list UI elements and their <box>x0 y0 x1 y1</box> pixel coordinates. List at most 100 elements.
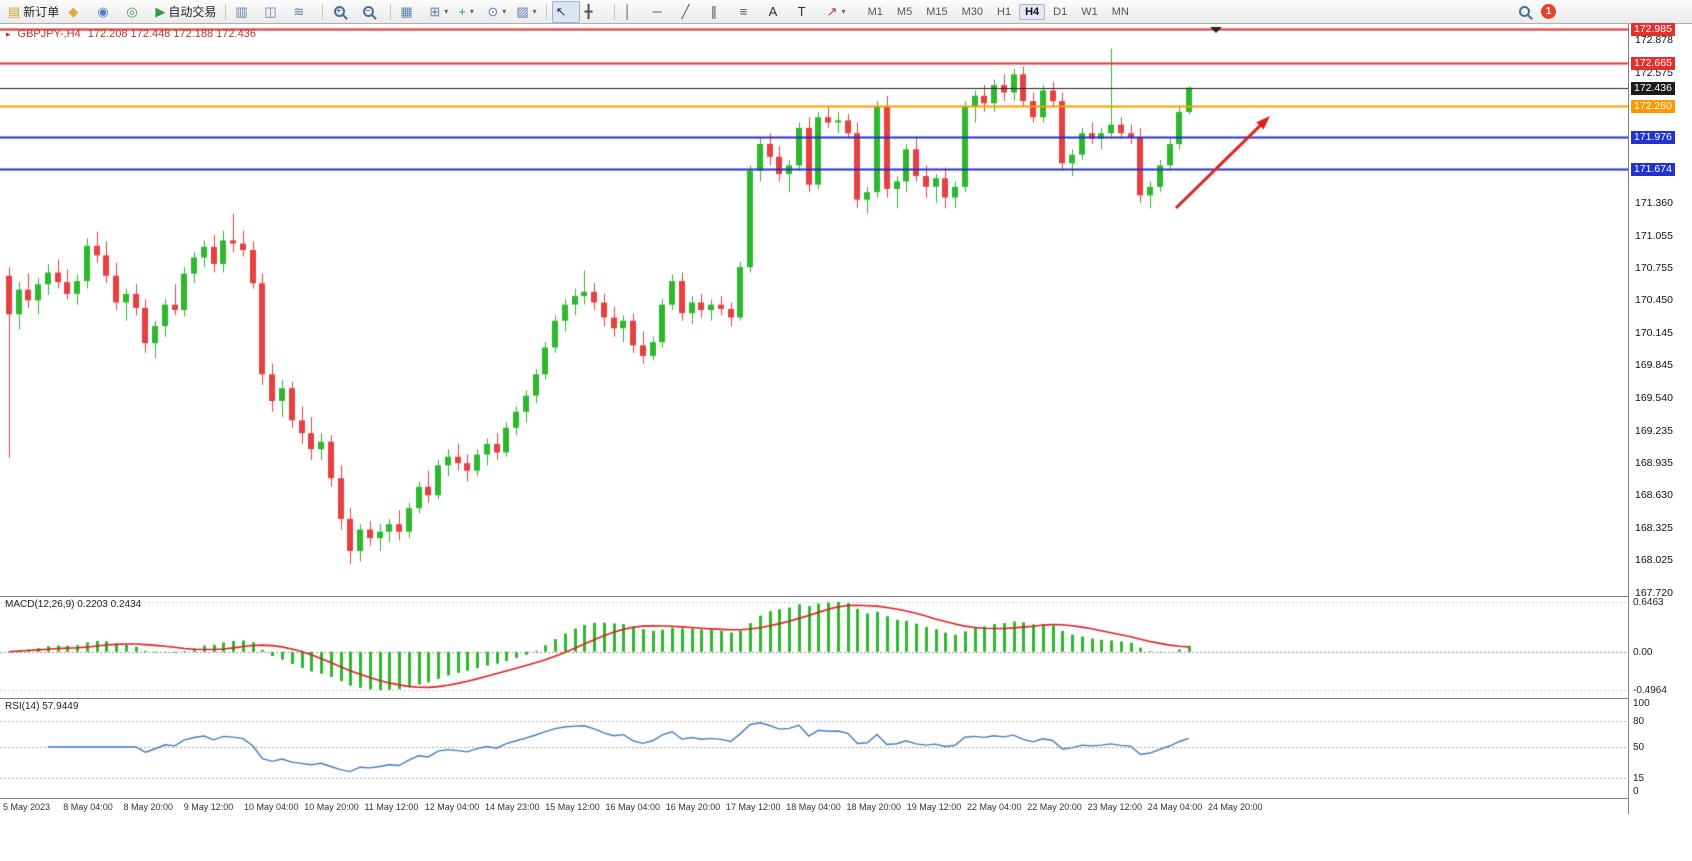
zoom-in-button[interactable]: + <box>328 1 356 23</box>
templates-button[interactable]: ▨ ▾ <box>512 1 540 23</box>
chart-line-icon: ≋ <box>293 4 305 19</box>
horizontal-line-button[interactable]: ─ <box>649 1 677 23</box>
panel-separator[interactable] <box>0 698 1692 699</box>
price-axis[interactable]: 172.878 172.575 171.360 171.055 170.755 170.4… <box>1628 22 1692 814</box>
tile-windows-button[interactable]: ▦ <box>396 1 424 23</box>
text-icon: A <box>768 4 778 19</box>
toolbar-separator <box>545 3 547 20</box>
date-label: 19 May 12:00 <box>906 802 962 812</box>
auto-trading-button[interactable]: ▶ 自动交易 <box>151 1 220 23</box>
fibonacci-icon: ≡ <box>739 4 748 19</box>
zoom-out-button[interactable]: − <box>357 1 385 23</box>
axis-tick-label: 170.755 <box>1635 261 1673 274</box>
axis-tick-label: 0.6463 <box>1633 597 1664 608</box>
symbol-timeframe-label: GBPJPY-,H4 <box>17 28 81 40</box>
date-label: 8 May 20:00 <box>123 802 174 812</box>
price-badge: 172.665 <box>1631 57 1675 71</box>
trendline-icon: ╱ <box>681 4 690 19</box>
rsi-title: RSI(14) 57.9449 <box>5 701 79 712</box>
templates-icon: ▨ <box>516 4 529 19</box>
axis-tick-label: 169.845 <box>1635 359 1673 372</box>
date-label: 23 May 12:00 <box>1087 802 1143 812</box>
axis-tick-label: 171.055 <box>1635 229 1673 242</box>
periods-button[interactable]: ⊙ ▾ <box>483 1 511 23</box>
community-icon: ◎ <box>126 4 138 19</box>
chart-candles-icon: ◫ <box>264 4 277 19</box>
vertical-line-button[interactable]: │ <box>620 1 648 23</box>
panel-separator[interactable] <box>0 596 1692 597</box>
dropdown-caret-icon: ▾ <box>444 7 449 16</box>
date-label: 10 May 04:00 <box>244 802 299 812</box>
timeframe-m15[interactable]: M15 <box>926 5 948 18</box>
tile-windows-icon: ▦ <box>400 4 413 19</box>
timeframe-m30[interactable]: M30 <box>961 5 984 18</box>
cursor-icon: ↖ <box>555 4 567 19</box>
time-axis[interactable]: 5 May 2023 8 May 04:00 8 May 20:00 9 May 12… <box>0 799 1628 815</box>
trendline-button[interactable]: ╱ <box>678 1 706 23</box>
timeframe-m5[interactable]: M5 <box>896 5 913 18</box>
chart-line-button[interactable]: ≋ <box>289 1 317 23</box>
new-order-button[interactable]: ▤ 新订单 <box>4 1 63 23</box>
timeframe-w1[interactable]: W1 <box>1081 5 1098 18</box>
axis-tick-label: -0.4964 <box>1633 685 1667 696</box>
date-label: 16 May 04:00 <box>605 802 661 812</box>
text-label-icon: T <box>797 4 806 19</box>
text-label-button[interactable]: T <box>794 1 822 23</box>
axis-tick-label: 171.360 <box>1635 196 1673 209</box>
date-label: 24 May 04:00 <box>1147 802 1203 812</box>
toolbar-separator <box>225 3 227 20</box>
timeframe-h1[interactable]: H1 <box>997 5 1012 18</box>
timeframe-m1[interactable]: M1 <box>867 5 883 18</box>
arrows-button[interactable]: ↗ ▾ <box>823 1 851 23</box>
price-badge: 172.260 <box>1631 100 1675 114</box>
chart-bars-icon: ▥ <box>235 4 248 19</box>
date-label: 17 May 12:00 <box>726 802 781 812</box>
channel-icon: ∥ <box>710 4 718 19</box>
profile-icon: ◉ <box>97 4 109 19</box>
quotes-icon: ◆ <box>68 4 79 19</box>
date-label: 18 May 20:00 <box>846 802 902 812</box>
fibonacci-button[interactable]: ≡ <box>736 1 764 23</box>
candlestick-chart[interactable] <box>0 24 1628 596</box>
timeframe-mn[interactable]: MN <box>1111 5 1129 18</box>
chart-bars-button[interactable]: ▥ <box>231 1 259 23</box>
horizontal-line-icon: ─ <box>652 4 662 19</box>
community-button[interactable]: ◎ <box>122 1 150 23</box>
new-order-icon: ▤ <box>8 4 21 19</box>
toolbar-right: 1 <box>1517 4 1556 20</box>
timeframe-h4[interactable]: H4 <box>1019 3 1046 20</box>
panel-separator <box>0 798 1692 799</box>
axis-tick-label: 0.00 <box>1633 646 1653 658</box>
channel-button[interactable]: ∥ <box>707 1 735 23</box>
search-icon[interactable] <box>1517 4 1533 20</box>
price-badge: 172.985 <box>1631 22 1675 36</box>
axis-tick-label: 170.145 <box>1635 327 1673 340</box>
indicators-icon: + <box>458 4 466 19</box>
axis-tick-label: 169.540 <box>1635 391 1673 404</box>
rsi-indicator-chart[interactable] <box>0 698 1628 798</box>
text-button[interactable]: A <box>765 1 793 23</box>
chart-candles-button[interactable]: ◫ <box>260 1 288 23</box>
profile-button[interactable]: ◉ <box>93 1 121 23</box>
indicators-button[interactable]: + ▾ <box>454 1 482 23</box>
vertical-line-icon: │ <box>623 4 632 19</box>
date-label: 9 May 12:00 <box>183 802 234 812</box>
macd-indicator-chart[interactable] <box>0 596 1628 698</box>
cursor-button[interactable]: ↖ <box>551 0 580 23</box>
axis-tick-label: 0 <box>1633 786 1639 797</box>
quotes-button[interactable]: ◆ <box>64 1 92 23</box>
new-chart-button[interactable]: ⊞ ▾ <box>425 1 453 23</box>
date-label: 16 May 20:00 <box>665 802 721 812</box>
crosshair-icon: ╋ <box>584 4 593 19</box>
axis-tick-label: 169.235 <box>1635 424 1673 437</box>
axis-tick-label: 100 <box>1633 698 1650 709</box>
timeframe-toolbar: M1 M5 M15 M30 H1 H4 D1 W1 MN <box>862 3 1135 20</box>
dropdown-caret-icon: ▾ <box>532 7 537 16</box>
axis-tick-label: 168.025 <box>1635 554 1673 567</box>
crosshair-button[interactable]: ╋ <box>581 1 609 23</box>
price-badge: 171.976 <box>1631 130 1675 144</box>
date-label: 11 May 12:00 <box>364 802 419 812</box>
notification-badge[interactable]: 1 <box>1541 4 1556 19</box>
timeframe-d1[interactable]: D1 <box>1053 5 1068 18</box>
